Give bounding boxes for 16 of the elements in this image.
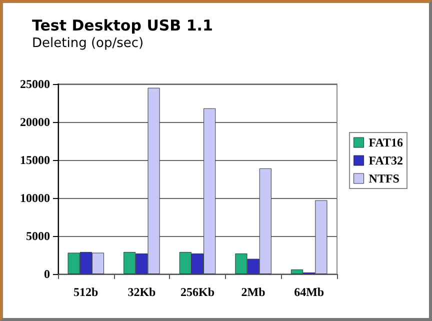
y-tick-label: 5000 (26, 229, 50, 243)
y-tick-label: 10000 (20, 191, 50, 205)
x-tick-label: 64Mb (294, 285, 324, 299)
x-tick-label: 512b (74, 285, 99, 299)
legend-label: FAT16 (368, 136, 403, 150)
x-tick-label: 2Mb (241, 285, 266, 299)
y-tick-label: 25000 (20, 77, 50, 91)
legend-label: FAT32 (368, 154, 403, 168)
y-tick-label: 15000 (20, 153, 50, 167)
y-tick-label: 0 (44, 267, 50, 281)
chart-title: Test Desktop USB 1.1 (32, 16, 213, 34)
legend-label: NTFS (368, 172, 400, 186)
chart-subtitle: Deleting (op/sec) (32, 36, 144, 51)
x-tick-label: 32Kb (128, 285, 156, 299)
x-tick-label: 256Kb (180, 285, 215, 299)
y-tick-label: 20000 (20, 115, 50, 129)
